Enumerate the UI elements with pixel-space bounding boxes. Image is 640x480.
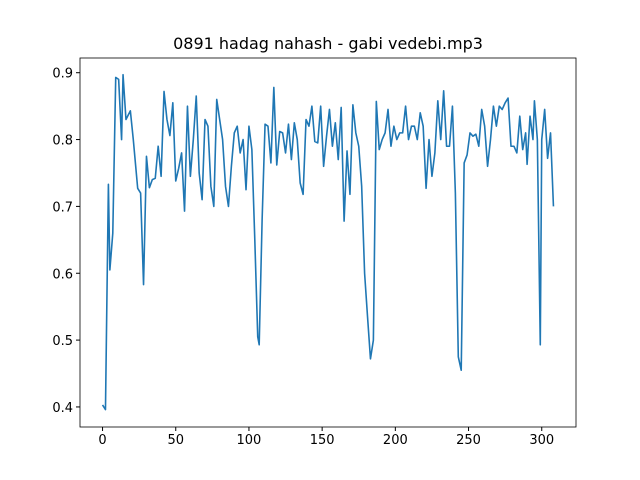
- y-tick-label: 0.7: [52, 200, 73, 215]
- plot-frame: [79, 57, 577, 428]
- x-tick-label: 200: [383, 433, 408, 448]
- y-tick-label: 0.5: [52, 334, 73, 349]
- data-line: [101, 73, 555, 411]
- x-tick-label: 0: [98, 433, 106, 448]
- x-tick-label: 150: [310, 433, 335, 448]
- y-tick-label: 0.6: [52, 267, 73, 282]
- x-tick-label: 250: [456, 433, 481, 448]
- x-tick-label: 50: [167, 433, 184, 448]
- chart-title: 0891 hadag nahash - gabi vedebi.mp3: [173, 34, 483, 53]
- x-tick-label: 100: [237, 433, 262, 448]
- y-tick-label: 0.8: [52, 134, 73, 149]
- y-tick-label: 0.9: [52, 67, 73, 82]
- y-tick-label: 0.4: [52, 401, 73, 416]
- x-tick-label: 300: [529, 433, 554, 448]
